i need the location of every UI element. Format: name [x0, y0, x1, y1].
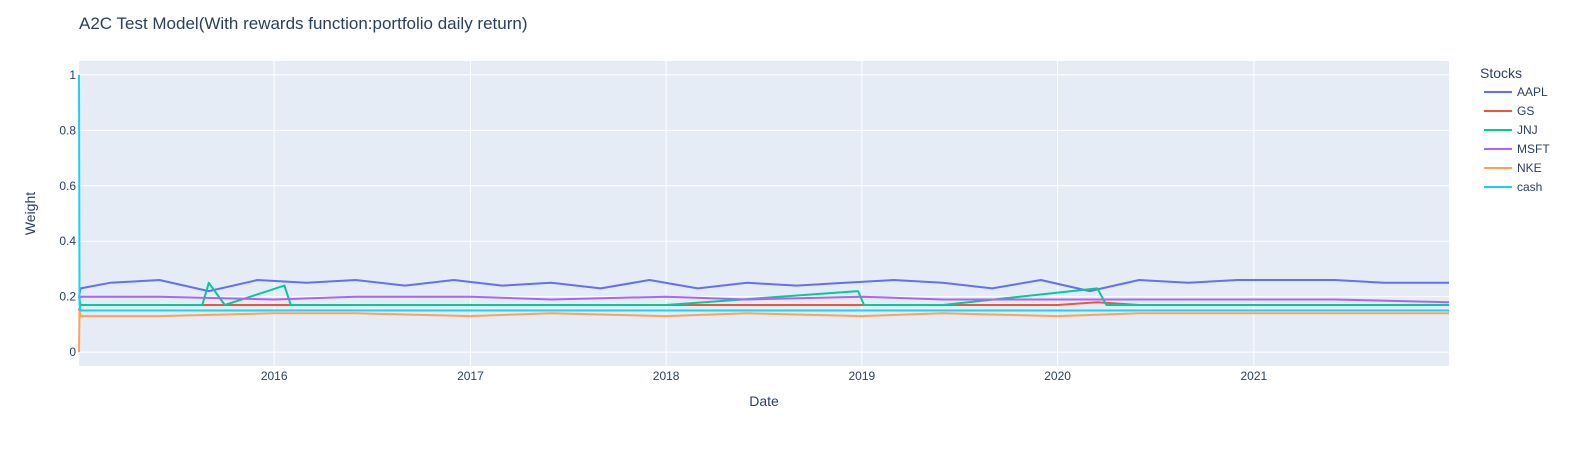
legend-label-gs: GS [1517, 104, 1534, 118]
legend-label-aapl: AAPL [1517, 85, 1548, 99]
y-tick-label: 0.2 [59, 290, 76, 304]
legend-title: Stocks [1480, 65, 1522, 81]
chart-title: A2C Test Model(With rewards function:por… [79, 14, 527, 33]
x-tick-label: 2016 [261, 369, 288, 383]
x-tick-label: 2018 [653, 369, 680, 383]
legend-label-nke: NKE [1517, 161, 1542, 175]
y-tick-label: 0.6 [59, 179, 76, 193]
x-axis-title: Date [749, 393, 779, 409]
grid-lines [79, 61, 1449, 366]
y-axis-title: Weight [22, 192, 38, 235]
legend-label-jnj: JNJ [1517, 123, 1538, 137]
series-line-msft [78, 295, 1450, 304]
y-tick-label: 0 [69, 345, 76, 359]
y-tick-label: 0.8 [59, 123, 76, 137]
legend[interactable]: AAPL GS JNJ MSFT NKE cash [1484, 85, 1550, 194]
x-tick-label: 2017 [457, 369, 484, 383]
plot-area [79, 61, 1449, 366]
x-tick-label: 2021 [1240, 369, 1267, 383]
y-tick-label: 0.4 [59, 234, 76, 248]
tick-labels: 0 0.2 0.4 0.6 0.8 1 2016 2017 2018 2019 2020 2021 [59, 68, 1267, 383]
series-line-aapl [78, 279, 1449, 297]
legend-label-cash: cash [1517, 180, 1542, 194]
series-line-cash [78, 74, 1449, 312]
series-line-jnj [78, 281, 1449, 306]
y-tick-label: 1 [69, 68, 76, 82]
x-tick-label: 2020 [1044, 369, 1071, 383]
legend-label-msft: MSFT [1517, 142, 1550, 156]
series-lines [78, 74, 1450, 353]
x-tick-label: 2019 [849, 369, 876, 383]
series-line-nke [78, 309, 1449, 353]
